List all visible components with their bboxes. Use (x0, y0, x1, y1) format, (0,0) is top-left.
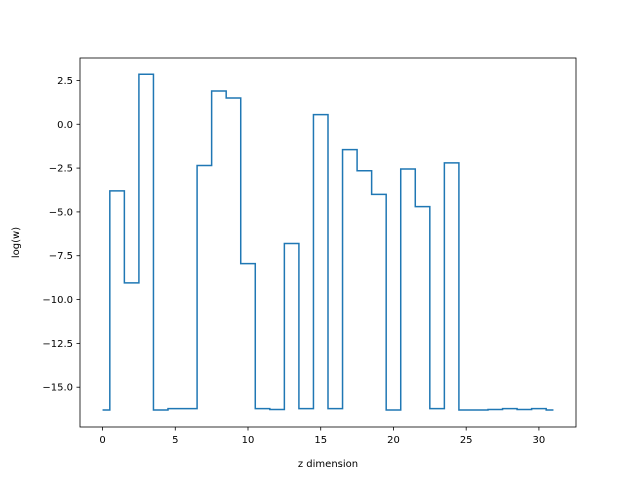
y-tick-label: 2.5 (57, 76, 73, 87)
y-tick-label: −12.5 (42, 339, 73, 350)
data-layer (102, 73, 554, 411)
y-axis-label: log(w) (11, 227, 22, 258)
y-tick-label: −15.0 (42, 383, 73, 394)
x-tick-label: 25 (460, 435, 473, 446)
y-tick-label: −7.5 (49, 251, 73, 262)
x-tick-label: 30 (533, 435, 546, 446)
y-tick-label: −2.5 (49, 164, 73, 175)
x-axis-label: z dimension (298, 459, 358, 470)
x-tick-label: 15 (314, 435, 327, 446)
plot-frame (79, 57, 577, 428)
y-tick-label: 0.0 (57, 120, 73, 131)
series-line-0 (102, 73, 554, 411)
x-tick-label: 5 (172, 435, 178, 446)
x-axis-ticks: 0 5 10 15 20 25 30 (99, 427, 545, 446)
y-axis-ticks: −15.0 −12.5 −10.0 −7.5 −5.0 −2.5 0.0 2.5 (42, 76, 80, 394)
y-tick-label: −5.0 (49, 207, 73, 218)
y-tick-label: −10.0 (42, 295, 73, 306)
x-tick-label: 0 (99, 435, 105, 446)
x-tick-label: 10 (242, 435, 255, 446)
x-tick-label: 20 (387, 435, 400, 446)
